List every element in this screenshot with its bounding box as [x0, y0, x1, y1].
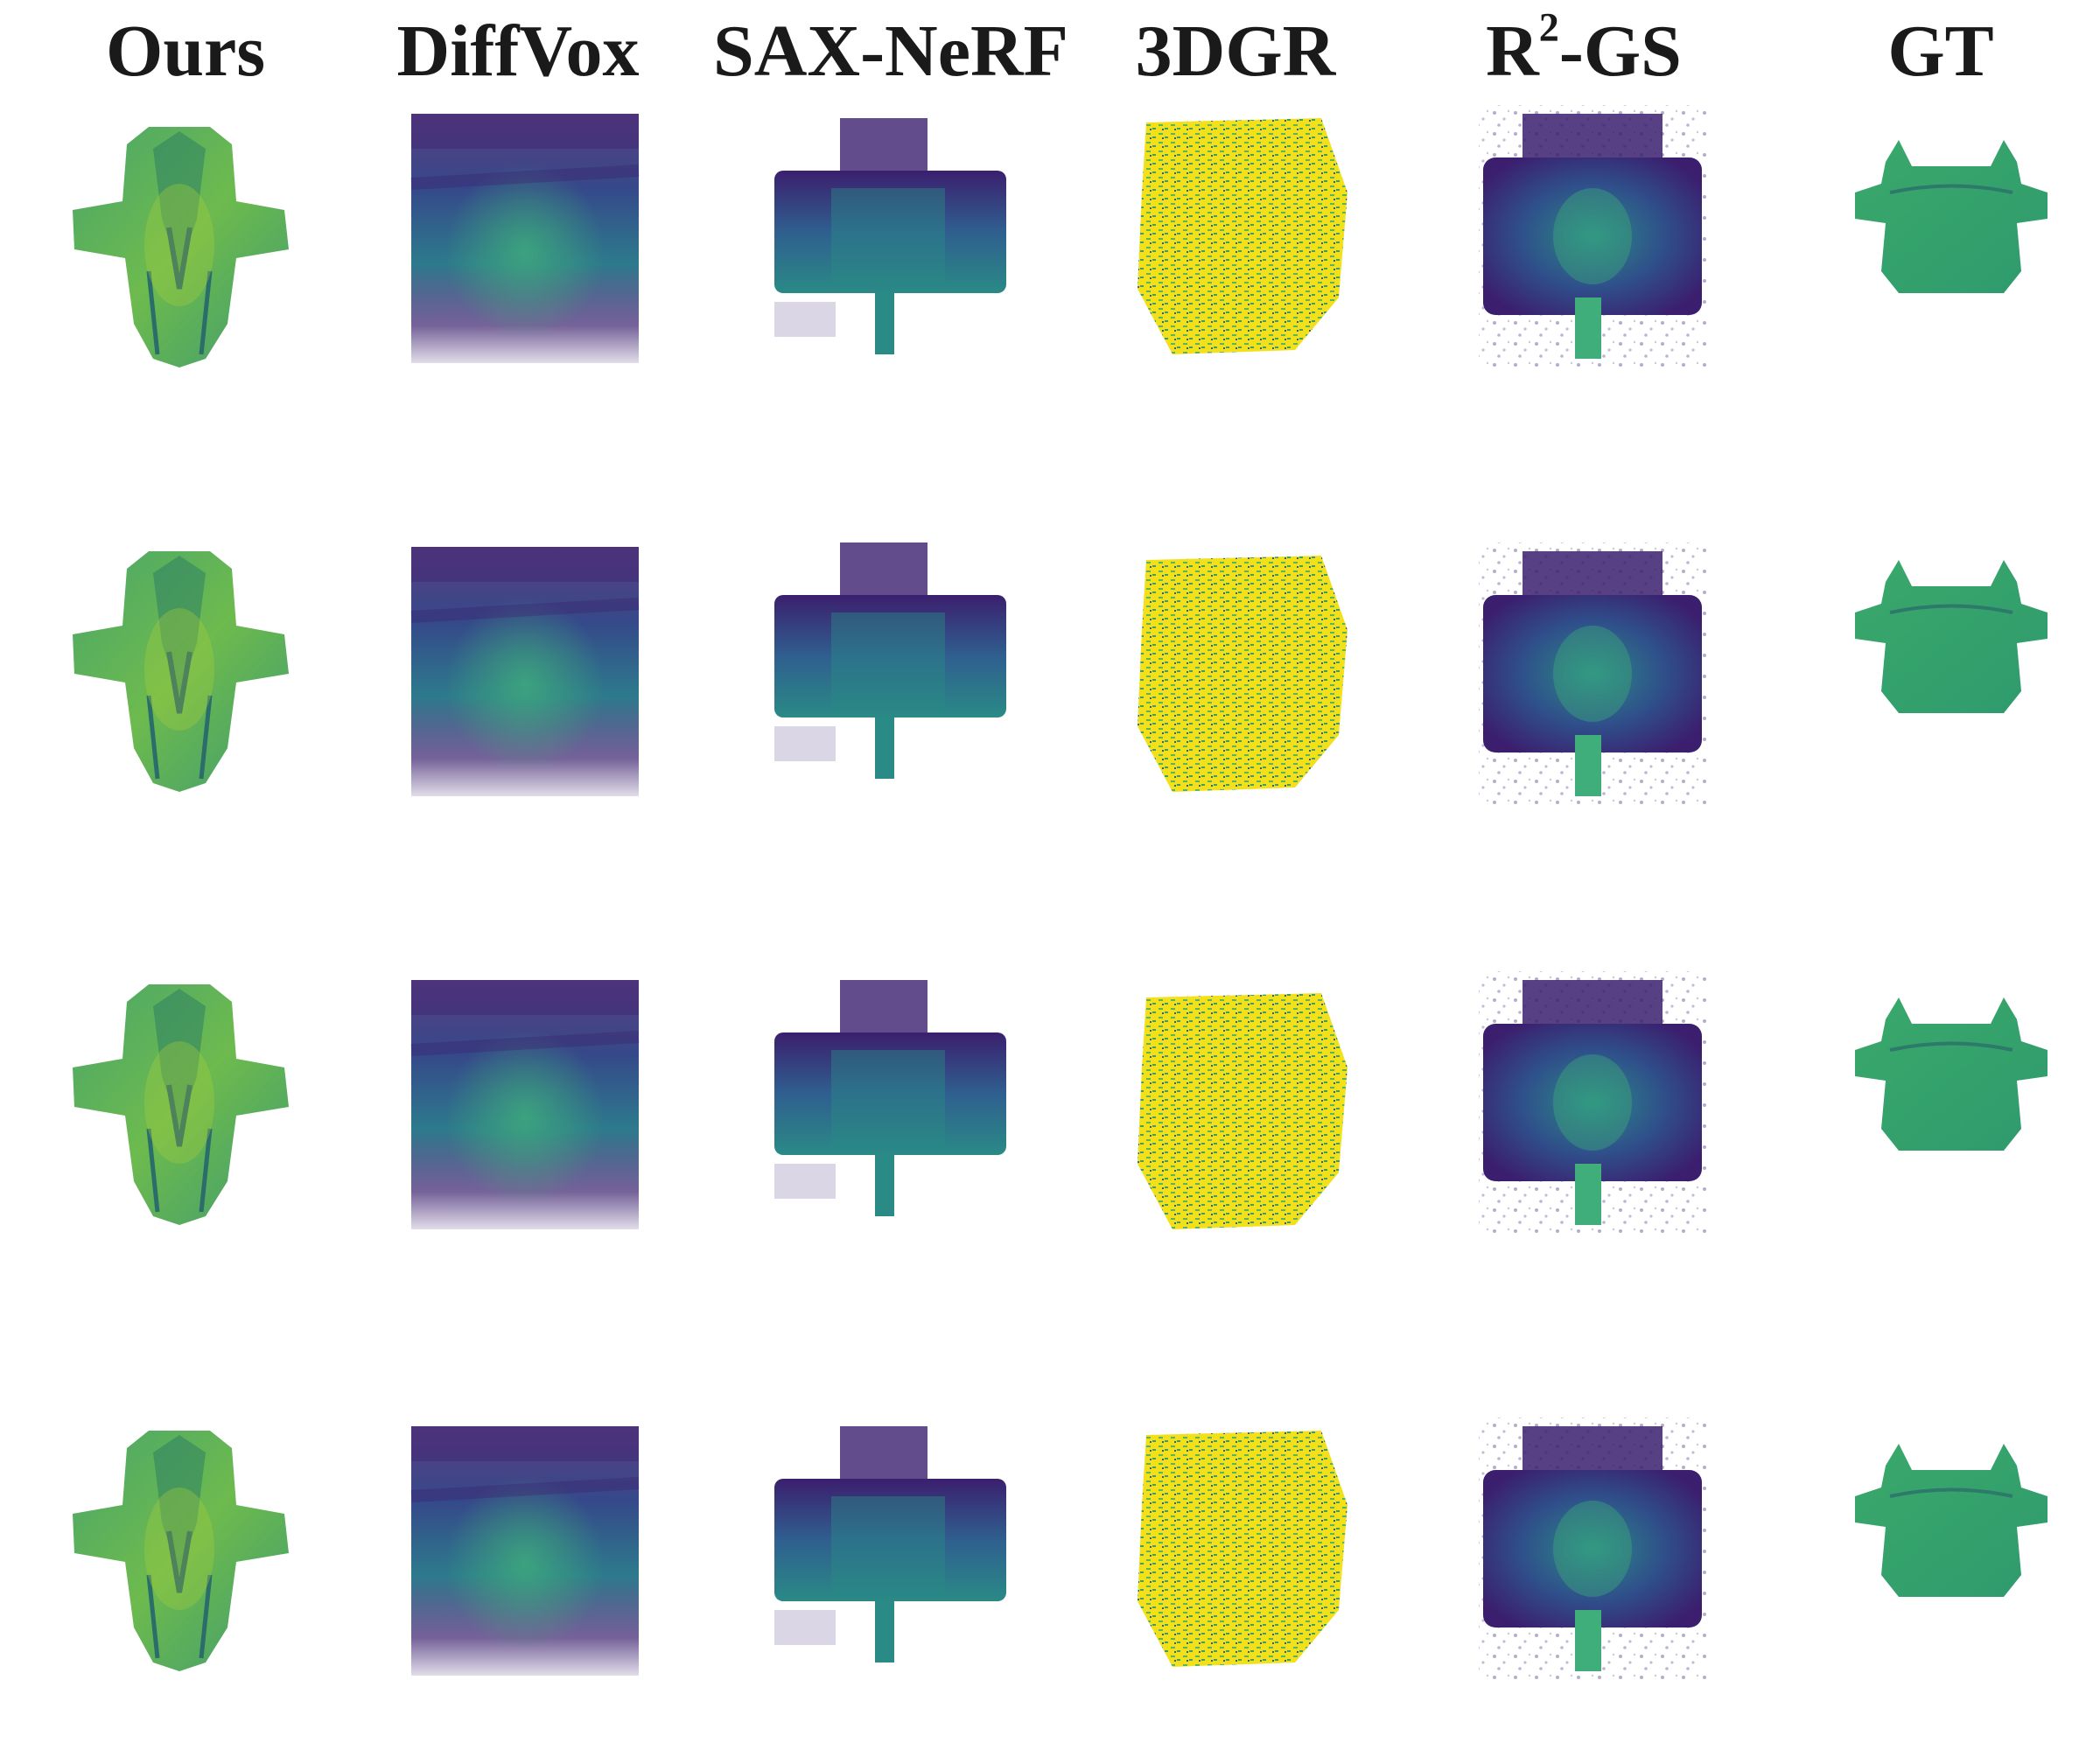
panel-gt-row2	[1853, 558, 2049, 715]
header-r2gs-main: R	[1486, 10, 1539, 92]
panel-saxnerf-row4	[774, 1426, 1006, 1662]
panel-ours-row3	[73, 984, 289, 1225]
header-ours: Ours	[105, 10, 266, 92]
panel-gt-row4	[1853, 1442, 2049, 1599]
header-r2gs-tail: -GS	[1558, 10, 1682, 92]
header-diffvox: DiffVox	[396, 10, 640, 92]
panel-diffvox-row2	[411, 547, 639, 796]
panel-diffvox-row3	[411, 980, 639, 1229]
panel-ours-row1	[73, 127, 289, 368]
panel-saxnerf-row1	[774, 118, 1006, 354]
panel-saxnerf-row2	[774, 542, 1006, 779]
header-r2gs-sup: 2	[1538, 4, 1559, 50]
panel-diffvox-row4	[411, 1426, 639, 1676]
header-r2gs: R2-GS	[1486, 7, 1682, 92]
panel-3dgr-row4	[1138, 1431, 1348, 1667]
panel-ours-row2	[73, 551, 289, 792]
panel-gt-row1	[1853, 138, 2049, 295]
header-3dgr: 3DGR	[1135, 10, 1336, 92]
panel-diffvox-row1	[411, 114, 639, 363]
panel-3dgr-row3	[1138, 993, 1348, 1229]
panel-r2gs-row3	[1479, 971, 1706, 1234]
panel-ours-row4	[73, 1431, 289, 1671]
panel-r2gs-row4	[1479, 1418, 1706, 1680]
panel-3dgr-row1	[1138, 118, 1348, 354]
panel-gt-row3	[1853, 996, 2049, 1152]
panel-saxnerf-row3	[774, 980, 1006, 1216]
header-gt: GT	[1887, 10, 1994, 92]
panel-3dgr-row2	[1138, 556, 1348, 792]
panel-r2gs-row1	[1479, 105, 1706, 368]
header-saxnerf: SAX-NeRF	[713, 10, 1068, 92]
panel-r2gs-row2	[1479, 542, 1706, 805]
